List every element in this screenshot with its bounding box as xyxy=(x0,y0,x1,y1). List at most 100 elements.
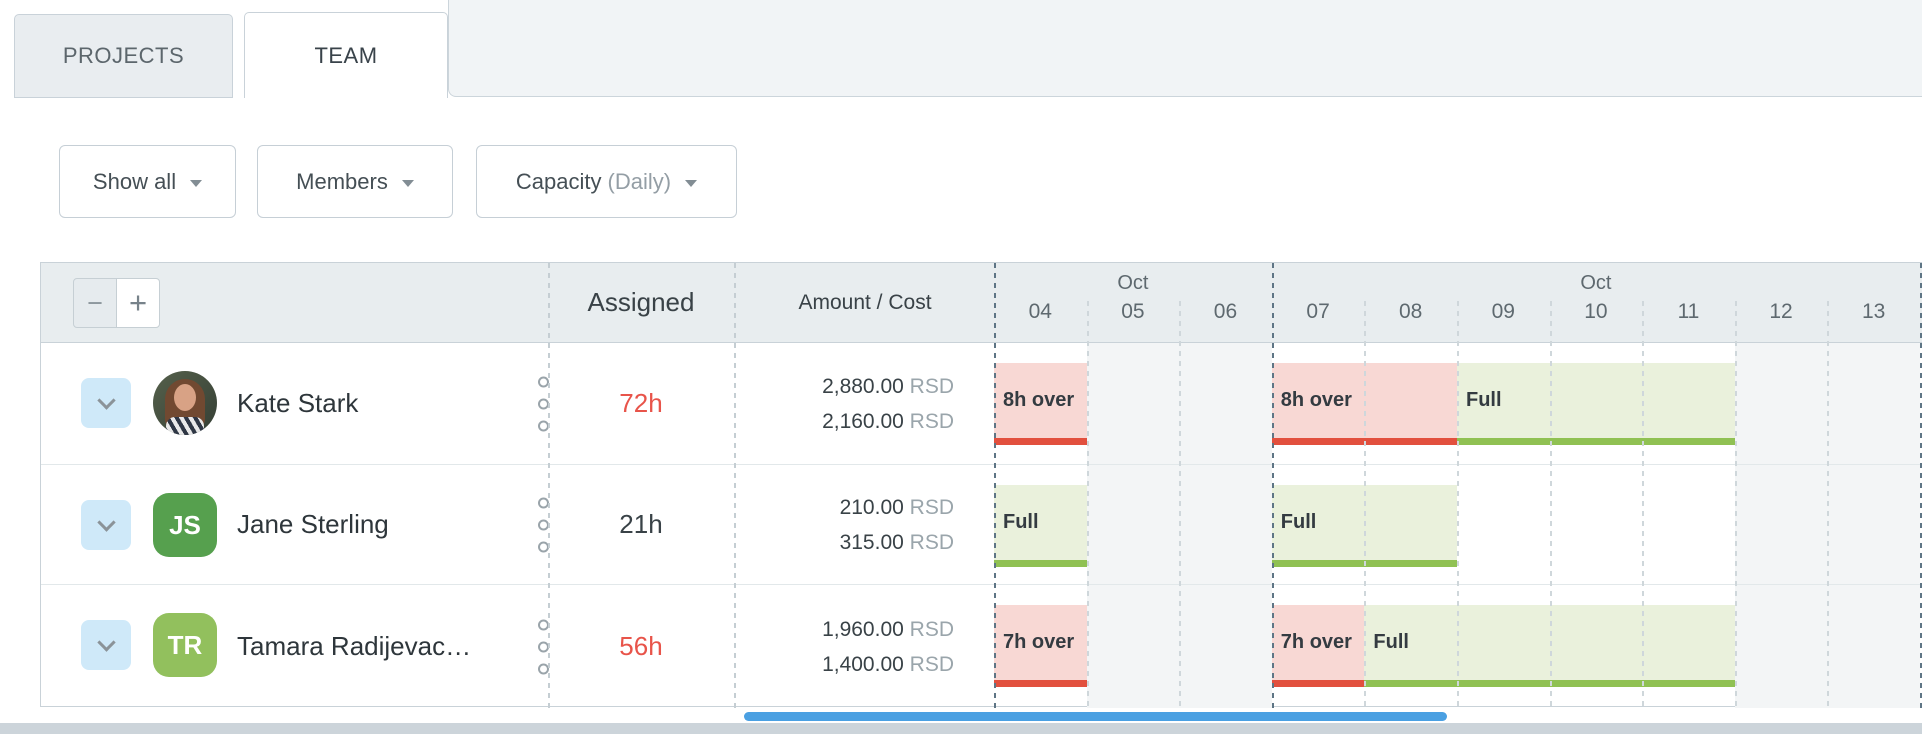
tab-projects[interactable]: PROJECTS xyxy=(14,14,233,98)
cost-currency: RSD xyxy=(909,530,954,554)
member-name: Jane Sterling xyxy=(237,509,389,539)
amount-cost-cell: 1,960.00 RSD 1,400.00 RSD xyxy=(734,585,954,708)
day-label: 09 xyxy=(1491,300,1515,323)
day-separator xyxy=(1827,301,1830,708)
cost-currency: RSD xyxy=(909,409,954,433)
week-separator xyxy=(1920,263,1922,708)
chevron-down-icon xyxy=(96,390,116,410)
weekend-shading xyxy=(1827,343,1920,708)
amount-line: 2,880.00 RSD xyxy=(734,369,954,404)
day-separator xyxy=(1549,301,1552,708)
avatar-initials: TR xyxy=(153,613,217,677)
amount-currency: RSD xyxy=(909,617,954,641)
capacity-bar[interactable]: Full xyxy=(1364,605,1735,687)
week-separator xyxy=(994,263,996,708)
day-separator xyxy=(1086,301,1089,708)
assigned-hours: 72h xyxy=(619,388,663,418)
avatar-photo xyxy=(153,371,217,435)
capacity-bar[interactable]: Full xyxy=(994,485,1087,567)
weekend-shading xyxy=(1179,343,1272,708)
timeline-zoom-control: − + xyxy=(73,278,160,328)
day-separator xyxy=(1734,301,1737,708)
amount-value: 210.00 xyxy=(839,495,904,519)
capacity-bar[interactable]: 8h over xyxy=(994,363,1087,445)
capacity-bar-label: Full xyxy=(1280,511,1317,533)
zoom-out-button[interactable]: − xyxy=(73,278,117,328)
filter-members[interactable]: Members xyxy=(257,145,453,218)
capacity-bar[interactable]: Full xyxy=(1457,363,1735,445)
header-background xyxy=(448,0,1922,97)
assigned-hours: 21h xyxy=(619,509,663,539)
chevron-down-icon xyxy=(190,180,203,187)
amount-cost-cell: 210.00 RSD 315.00 RSD xyxy=(734,465,954,584)
team-member-row: Full Full JS Jane Sterling 21h 210.00 RS… xyxy=(41,464,1922,584)
cost-line: 315.00 RSD xyxy=(734,525,954,560)
day-labels: 07 08 09 10 11 12 13 xyxy=(1272,300,1920,324)
capacity-bar-label: Full xyxy=(1373,631,1409,653)
filter-show-all-label: Show all xyxy=(92,168,177,194)
capacity-bar[interactable]: 7h over xyxy=(1271,605,1365,687)
amount-cost-cell: 2,880.00 RSD 2,160.00 RSD xyxy=(734,343,954,464)
day-separator xyxy=(1179,301,1182,708)
capacity-bar-label: 7h over xyxy=(1003,631,1075,653)
chevron-down-icon xyxy=(96,632,116,652)
photo-shirt xyxy=(166,417,204,435)
filter-capacity-mode: (Daily) xyxy=(607,168,672,194)
zoom-in-button[interactable]: + xyxy=(116,278,160,328)
capacity-bar-label: 8h over xyxy=(1003,389,1075,411)
cost-value: 1,400.00 xyxy=(822,652,904,676)
filter-members-label: Members xyxy=(296,168,388,194)
column-separator xyxy=(734,263,736,708)
day-label: 05 xyxy=(1121,300,1145,323)
day-label: 10 xyxy=(1584,300,1608,323)
column-header-assigned: Assigned xyxy=(587,287,695,317)
column-separator xyxy=(548,263,550,708)
day-labels: 04 05 06 xyxy=(994,300,1272,324)
day-separator xyxy=(1642,301,1645,708)
cost-line: 1,400.00 RSD xyxy=(734,647,954,682)
amount-line: 1,960.00 RSD xyxy=(734,612,954,647)
day-separator xyxy=(1457,301,1459,708)
weekend-shading xyxy=(1086,343,1180,708)
expand-row-button[interactable] xyxy=(81,378,131,428)
week-separator xyxy=(1271,263,1274,708)
day-separator xyxy=(1364,301,1367,708)
team-member-row: 7h over 7h over Full TR Tamara Radijevac… xyxy=(41,584,1922,708)
filter-capacity-label: Capacity xyxy=(515,168,602,194)
amount-value: 2,880.00 xyxy=(822,374,904,398)
capacity-bar-label: 8h over xyxy=(1280,389,1352,411)
cost-currency: RSD xyxy=(909,652,954,676)
capacity-bar-label: Full xyxy=(1466,389,1502,411)
month-label: Oct xyxy=(1580,272,1612,294)
assigned-hours: 56h xyxy=(619,631,663,661)
timeline-week: Oct 04 05 06 xyxy=(994,263,1272,343)
amount-line: 210.00 RSD xyxy=(734,490,954,525)
capacity-bars: 7h over 7h over Full xyxy=(41,585,1922,708)
column-header-amount-cost: Amount / Cost xyxy=(798,291,932,314)
timeline-week: Oct 07 08 09 10 11 12 13 xyxy=(1272,263,1920,343)
timeline-scrollbar-thumb[interactable] xyxy=(744,712,1447,721)
expand-row-button[interactable] xyxy=(81,620,131,670)
weekend-shading xyxy=(1734,343,1828,708)
member-name: Kate Stark xyxy=(237,388,359,418)
day-label: 06 xyxy=(1213,300,1238,323)
day-label: 11 xyxy=(1677,300,1700,323)
avatar-initials: JS xyxy=(153,493,217,557)
chevron-down-icon xyxy=(96,512,116,532)
capacity-bar-label: 7h over xyxy=(1280,631,1352,653)
month-label: Oct xyxy=(1117,272,1149,294)
capacity-bar[interactable]: 7h over xyxy=(994,605,1087,687)
filter-capacity[interactable]: Capacity (Daily) xyxy=(476,145,737,218)
photo-face xyxy=(174,384,196,411)
chevron-down-icon xyxy=(685,180,698,187)
table-header: − + Assigned Amount / Cost Oct 04 05 06 Oc… xyxy=(41,263,1922,343)
tab-team[interactable]: TEAM xyxy=(244,12,448,98)
cost-value: 2,160.00 xyxy=(822,409,904,433)
team-member-row: 8h over 8h over Full Kate Stark 72h 2,88… xyxy=(41,343,1922,464)
expand-row-button[interactable] xyxy=(81,500,131,550)
amount-currency: RSD xyxy=(909,374,954,398)
amount-value: 1,960.00 xyxy=(822,617,904,641)
filter-show-all[interactable]: Show all xyxy=(59,145,236,218)
bottom-scrollbar-track[interactable] xyxy=(0,723,1922,734)
chevron-down-icon xyxy=(401,180,414,187)
